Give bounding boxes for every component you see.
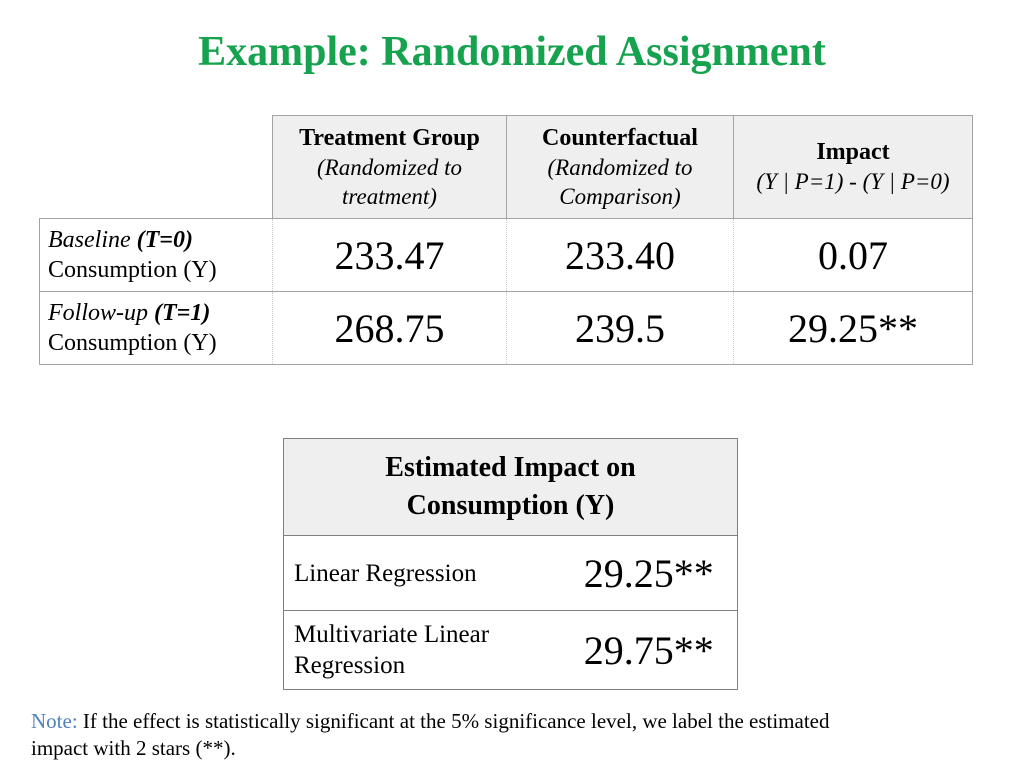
value-cell-followup-impact: 29.25** — [733, 291, 973, 365]
randomized-assignment-table: Treatment Group (Randomized to treatment… — [39, 115, 973, 365]
row-label-baseline: Baseline (T=0) Consumption (Y) — [39, 218, 273, 292]
value-cell-baseline-impact: 0.07 — [733, 218, 973, 292]
column-subtitle: Comparison) — [559, 183, 681, 209]
impact-row-linear: Linear Regression 29.25** — [283, 535, 739, 611]
impact-table-header: Estimated Impact on Consumption (Y) — [282, 438, 739, 536]
impact-header-line2: Consumption (Y) — [406, 490, 615, 521]
results-header-row: Treatment Group (Randomized to treatment… — [40, 115, 973, 219]
impact-row-value: 29.25** — [560, 535, 739, 611]
row-label-followup: Follow-up (T=1) Consumption (Y) — [39, 291, 273, 365]
column-header-treatment-group: Treatment Group (Randomized to treatment… — [272, 115, 507, 219]
results-row-followup: Follow-up (T=1) Consumption (Y) 268.75 23… — [39, 291, 973, 365]
impact-row-label: Multivariate Linear Regression — [283, 610, 561, 690]
column-subtitle: (Randomized to — [316, 154, 462, 180]
impact-row-multivariate: Multivariate Linear Regression 29.75** — [283, 610, 739, 690]
value-cell-baseline-treatment: 233.47 — [272, 218, 507, 292]
value-cell-baseline-counterfactual: 233.40 — [506, 218, 734, 292]
column-title: Impact — [816, 139, 890, 165]
footnote: Note: If the effect is statistically sig… — [31, 708, 830, 762]
impact-header-row: Estimated Impact on Consumption (Y) — [282, 438, 739, 536]
footnote-line1: Note: If the effect is statistically sig… — [31, 709, 830, 733]
column-header-counterfactual: Counterfactual (Randomized to Comparison… — [506, 115, 734, 219]
row-label-line2: Consumption (Y) — [48, 330, 217, 356]
footnote-line2: impact with 2 stars (**). — [31, 736, 236, 760]
column-subtitle: (Y | P=1) - (Y | P=0) — [756, 169, 950, 194]
column-header-impact: Impact (Y | P=1) - (Y | P=0) — [733, 115, 973, 219]
column-title: Counterfactual — [542, 124, 698, 151]
impact-header-line1: Estimated Impact on — [385, 452, 636, 483]
empty-corner-cell — [40, 116, 273, 219]
impact-row-label: Linear Regression — [283, 535, 561, 611]
impact-row-value: 29.75** — [560, 610, 739, 690]
results-row-baseline: Baseline (T=0) Consumption (Y) 233.47 233… — [39, 218, 973, 292]
value-cell-followup-counterfactual: 239.5 — [506, 291, 734, 365]
slide-title: Example: Randomized Assignment — [198, 29, 826, 75]
row-label-line2: Consumption (Y) — [48, 257, 217, 283]
column-title: Treatment Group — [299, 124, 480, 151]
footnote-label: Note: — [31, 709, 78, 733]
row-label-line1: Follow-up (T=1) — [48, 300, 211, 326]
column-subtitle: treatment) — [342, 183, 437, 209]
row-label-line1: Baseline (T=0) — [48, 227, 193, 253]
estimated-impact-table: Estimated Impact on Consumption (Y) Line… — [282, 438, 739, 690]
value-cell-followup-treatment: 268.75 — [272, 291, 507, 365]
column-subtitle: (Randomized to — [547, 154, 693, 180]
